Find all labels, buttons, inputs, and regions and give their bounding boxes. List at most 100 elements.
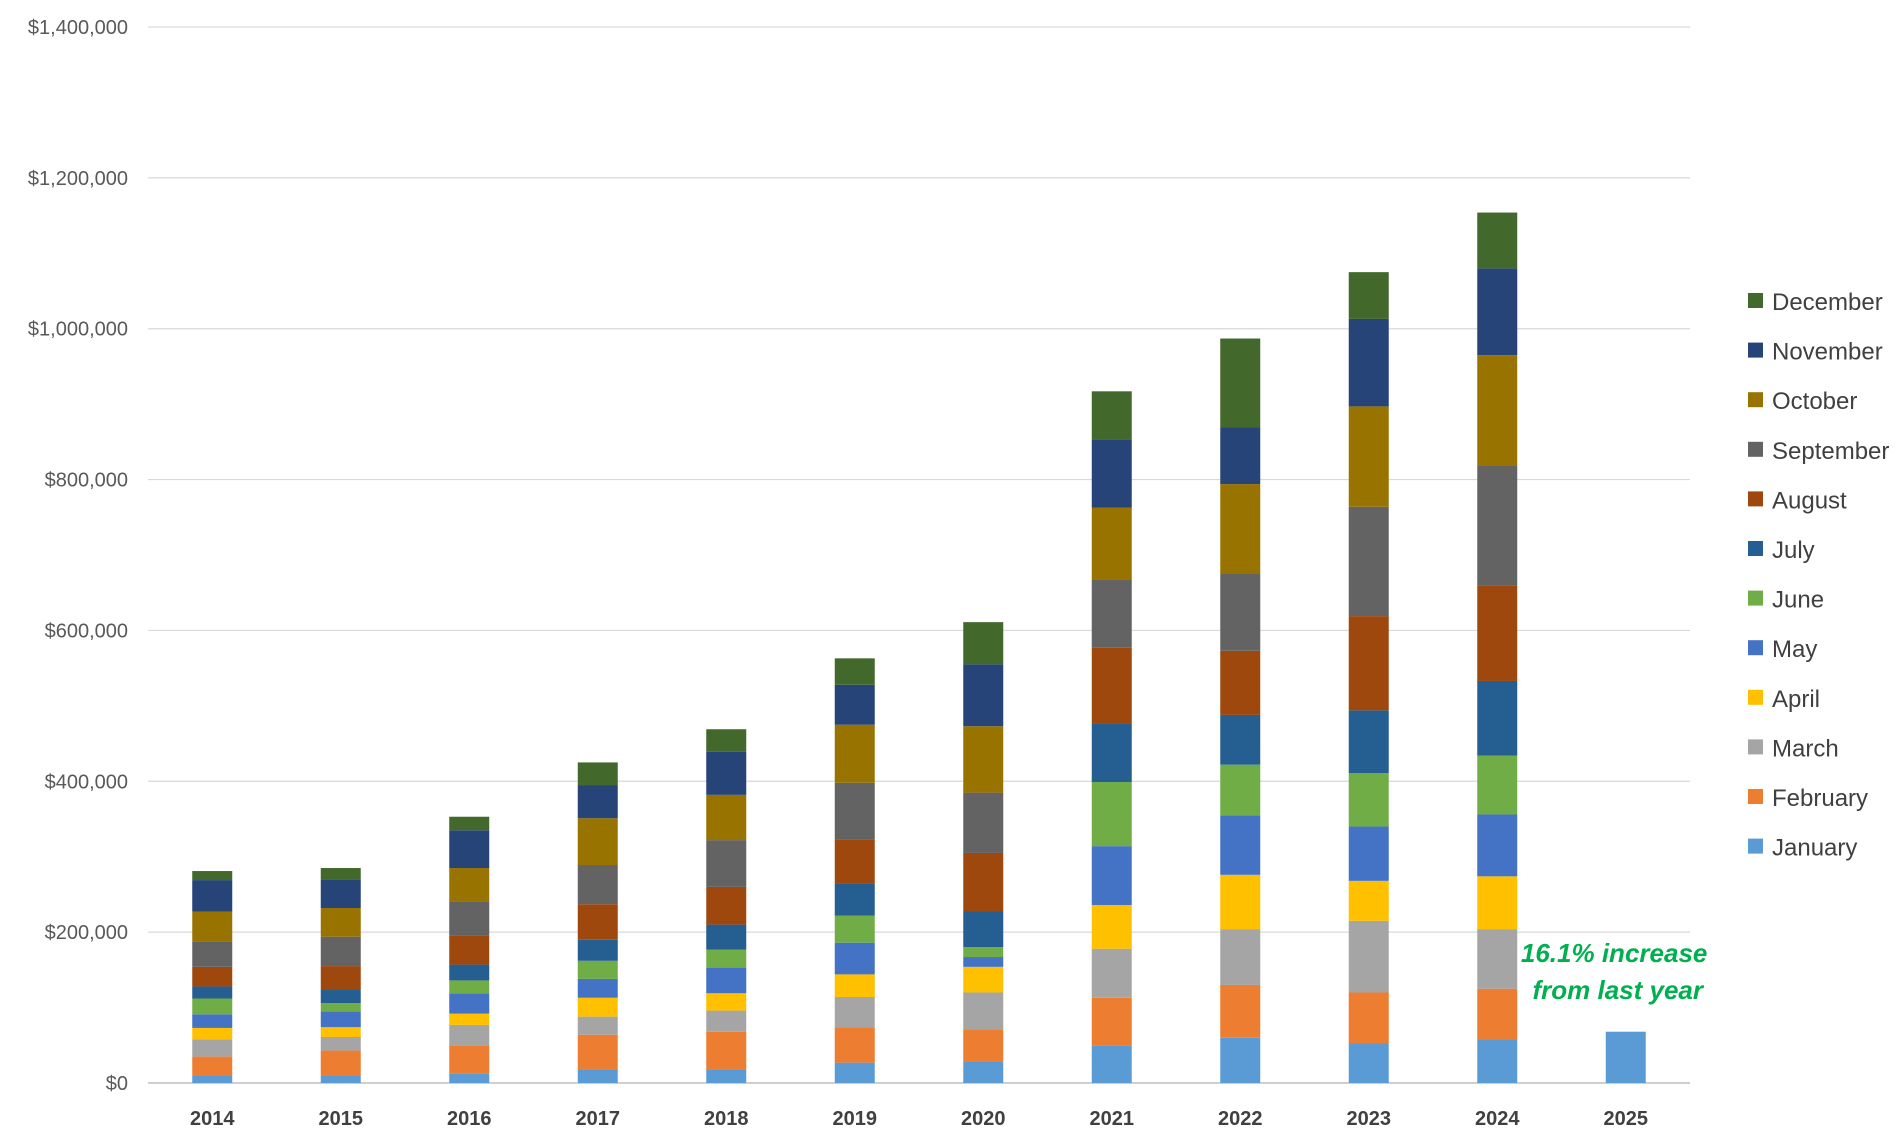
bar-segment-november-2017 <box>577 785 618 819</box>
bar-segment-december-2014 <box>192 871 233 881</box>
bar-segment-april-2019 <box>834 974 875 998</box>
legend-label-january: January <box>1772 835 1857 862</box>
bar-segment-november-2019 <box>834 684 875 725</box>
bar-segment-july-2017 <box>577 939 618 961</box>
bar-segment-january-2023 <box>1348 1043 1389 1083</box>
bar-segment-july-2023 <box>1348 710 1389 773</box>
bar-segment-june-2019 <box>834 915 875 943</box>
bar-segment-june-2017 <box>577 960 618 979</box>
bar-segment-june-2023 <box>1348 772 1389 827</box>
legend-swatch-august <box>1748 491 1763 507</box>
bar-segment-october-2015 <box>320 908 361 937</box>
y-tick-label: $400,000 <box>45 771 128 793</box>
bar-segment-april-2018 <box>706 993 747 1011</box>
bar-segment-december-2024 <box>1477 212 1518 269</box>
legend-swatch-may <box>1748 640 1763 656</box>
x-tick-label: 2022 <box>1218 1108 1263 1128</box>
bar-segment-april-2022 <box>1220 874 1261 930</box>
bar-segment-april-2023 <box>1348 880 1389 921</box>
bar-segment-july-2016 <box>449 964 490 981</box>
bars <box>192 212 1646 1083</box>
bar-segment-march-2024 <box>1477 929 1518 989</box>
legend-label-october: October <box>1772 388 1857 415</box>
legend-label-august: August <box>1772 487 1847 514</box>
bar-segment-january-2019 <box>834 1062 875 1083</box>
bar-segment-december-2022 <box>1220 338 1261 428</box>
bar-segment-december-2016 <box>449 816 490 831</box>
bar-segment-october-2020 <box>963 726 1004 793</box>
bar-segment-september-2021 <box>1091 579 1132 648</box>
bar-segment-december-2021 <box>1091 391 1132 440</box>
bar-segment-august-2016 <box>449 935 490 965</box>
x-tick-label: 2018 <box>704 1108 749 1128</box>
legend-swatch-february <box>1748 789 1763 804</box>
bar-segment-january-2018 <box>706 1069 747 1083</box>
bar-segment-october-2021 <box>1091 507 1132 580</box>
x-axis: 2014 2015 2016 2017 2018 2019 2020 2021 2022 2023… <box>190 1108 1648 1128</box>
bar-segment-october-2023 <box>1348 406 1389 507</box>
bar-segment-january-2024 <box>1477 1040 1518 1083</box>
bar-segment-october-2017 <box>577 818 618 866</box>
bar-segment-june-2016 <box>449 980 490 994</box>
bar-segment-december-2015 <box>320 868 361 880</box>
bar-segment-september-2019 <box>834 782 875 840</box>
x-tick-label: 2017 <box>576 1108 621 1128</box>
bar-segment-april-2020 <box>963 966 1004 993</box>
bar-segment-may-2018 <box>706 967 747 994</box>
legend-swatch-december <box>1748 293 1763 308</box>
bar-segment-june-2022 <box>1220 764 1261 816</box>
annotation-line-2: from last year <box>1532 975 1704 1005</box>
bar-segment-september-2023 <box>1348 506 1389 617</box>
bar-segment-july-2014 <box>192 986 233 999</box>
y-axis: $0 $200,000 $400,000 $600,000 $800,000 $1,000… <box>28 17 128 1095</box>
legend-swatch-july <box>1748 541 1763 556</box>
bar-segment-august-2022 <box>1220 650 1261 715</box>
bar-segment-january-2017 <box>577 1069 618 1083</box>
bar-segment-february-2015 <box>320 1050 361 1076</box>
bar-segment-may-2021 <box>1091 846 1132 905</box>
y-tick-label: $200,000 <box>45 922 128 944</box>
bar-segment-august-2019 <box>834 839 875 884</box>
bar-segment-august-2021 <box>1091 647 1132 724</box>
bar-segment-january-2015 <box>320 1075 361 1083</box>
y-tick-label: $0 <box>106 1073 128 1095</box>
bar-segment-january-2022 <box>1220 1037 1261 1083</box>
bar-segment-september-2017 <box>577 865 618 905</box>
bar-segment-february-2016 <box>449 1045 490 1074</box>
bar-segment-june-2020 <box>963 947 1004 958</box>
bar-segment-december-2018 <box>706 729 747 752</box>
legend-label-november: November <box>1772 339 1883 366</box>
bar-segment-april-2016 <box>449 1013 490 1025</box>
bar-segment-september-2024 <box>1477 465 1518 586</box>
legend-swatch-june <box>1748 590 1763 606</box>
bar-segment-february-2022 <box>1220 984 1261 1038</box>
bar-segment-august-2020 <box>963 852 1004 912</box>
bar-segment-may-2024 <box>1477 814 1518 877</box>
legend-label-september: September <box>1772 438 1889 465</box>
bar-segment-january-2025 <box>1605 1031 1646 1083</box>
bar-segment-july-2021 <box>1091 723 1132 783</box>
bar-segment-february-2018 <box>706 1031 747 1070</box>
bar-segment-february-2023 <box>1348 992 1389 1044</box>
bar-segment-april-2021 <box>1091 904 1132 949</box>
bar-segment-august-2015 <box>320 966 361 990</box>
legend-swatch-april <box>1748 689 1763 705</box>
bar-segment-july-2024 <box>1477 680 1518 756</box>
bar-segment-august-2018 <box>706 886 747 925</box>
bar-segment-may-2020 <box>963 957 1004 967</box>
bar-segment-january-2016 <box>449 1073 490 1083</box>
bar-segment-may-2023 <box>1348 826 1389 881</box>
bar-segment-february-2019 <box>834 1027 875 1063</box>
legend-label-may: May <box>1772 636 1817 663</box>
bar-segment-october-2014 <box>192 911 233 942</box>
bar-segment-november-2014 <box>192 880 233 912</box>
bar-segment-may-2014 <box>192 1014 233 1028</box>
legend-label-june: June <box>1772 587 1824 614</box>
bar-segment-june-2015 <box>320 1003 361 1012</box>
bar-segment-november-2020 <box>963 664 1004 727</box>
bar-segment-august-2024 <box>1477 585 1518 681</box>
bar-segment-september-2022 <box>1220 573 1261 651</box>
legend-label-july: July <box>1772 537 1815 564</box>
x-tick-label: 2021 <box>1090 1108 1135 1128</box>
